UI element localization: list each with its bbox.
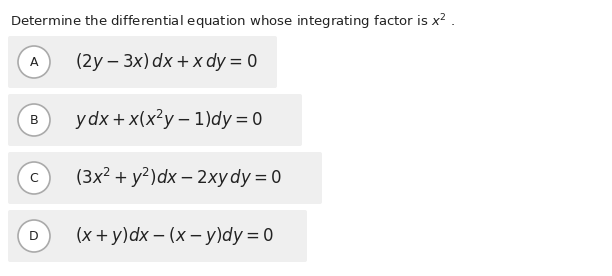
Text: C: C [29, 171, 39, 184]
FancyBboxPatch shape [8, 152, 322, 204]
Text: $(2y-3x)\,dx+x\,dy=0$: $(2y-3x)\,dx+x\,dy=0$ [75, 51, 258, 73]
Text: $(3x^2+y^2)dx-2xy\,dy=0$: $(3x^2+y^2)dx-2xy\,dy=0$ [75, 166, 282, 190]
Text: Determine the differential equation whose integrating factor is $x^2$ .: Determine the differential equation whos… [10, 12, 455, 31]
Text: B: B [30, 113, 39, 126]
Text: D: D [29, 230, 39, 243]
FancyBboxPatch shape [8, 36, 277, 88]
FancyBboxPatch shape [8, 210, 307, 262]
Text: $y\,dx+x(x^2y-1)dy=0$: $y\,dx+x(x^2y-1)dy=0$ [75, 108, 263, 132]
Text: A: A [30, 55, 38, 68]
Ellipse shape [18, 46, 50, 78]
Ellipse shape [18, 220, 50, 252]
Ellipse shape [18, 104, 50, 136]
Ellipse shape [18, 162, 50, 194]
Text: $(x+y)dx-(x-y)dy=0$: $(x+y)dx-(x-y)dy=0$ [75, 225, 274, 247]
FancyBboxPatch shape [8, 94, 302, 146]
